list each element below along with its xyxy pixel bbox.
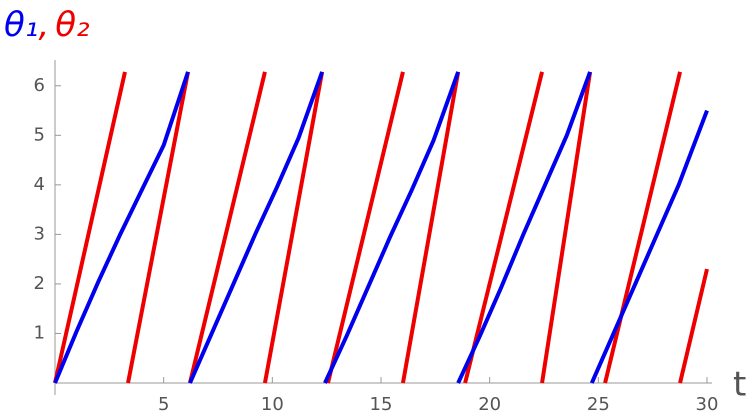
series-line — [53, 71, 709, 384]
x-tick-label: 30 — [696, 394, 719, 415]
y-label: θ₁, θ₂ — [4, 5, 90, 45]
y-tick-label: 6 — [34, 75, 45, 96]
series-line — [53, 71, 709, 384]
x-tick-label: 5 — [158, 394, 169, 415]
y-tick-label: 5 — [34, 124, 45, 145]
series-1-label: θ₁ — [4, 5, 38, 45]
x-label: t — [733, 365, 746, 405]
label-separator: , — [38, 5, 49, 45]
y-tick-label: 1 — [34, 322, 45, 343]
x-tick-label: 10 — [261, 394, 284, 415]
y-tick-label: 2 — [34, 273, 45, 294]
x-tick-label: 20 — [478, 394, 501, 415]
series-2-label: θ₂ — [55, 5, 90, 45]
y-tick-label: 3 — [34, 223, 45, 244]
x-tick-label: 25 — [587, 394, 610, 415]
x-tick-label: 15 — [370, 394, 393, 415]
y-tick-label: 4 — [34, 174, 45, 195]
